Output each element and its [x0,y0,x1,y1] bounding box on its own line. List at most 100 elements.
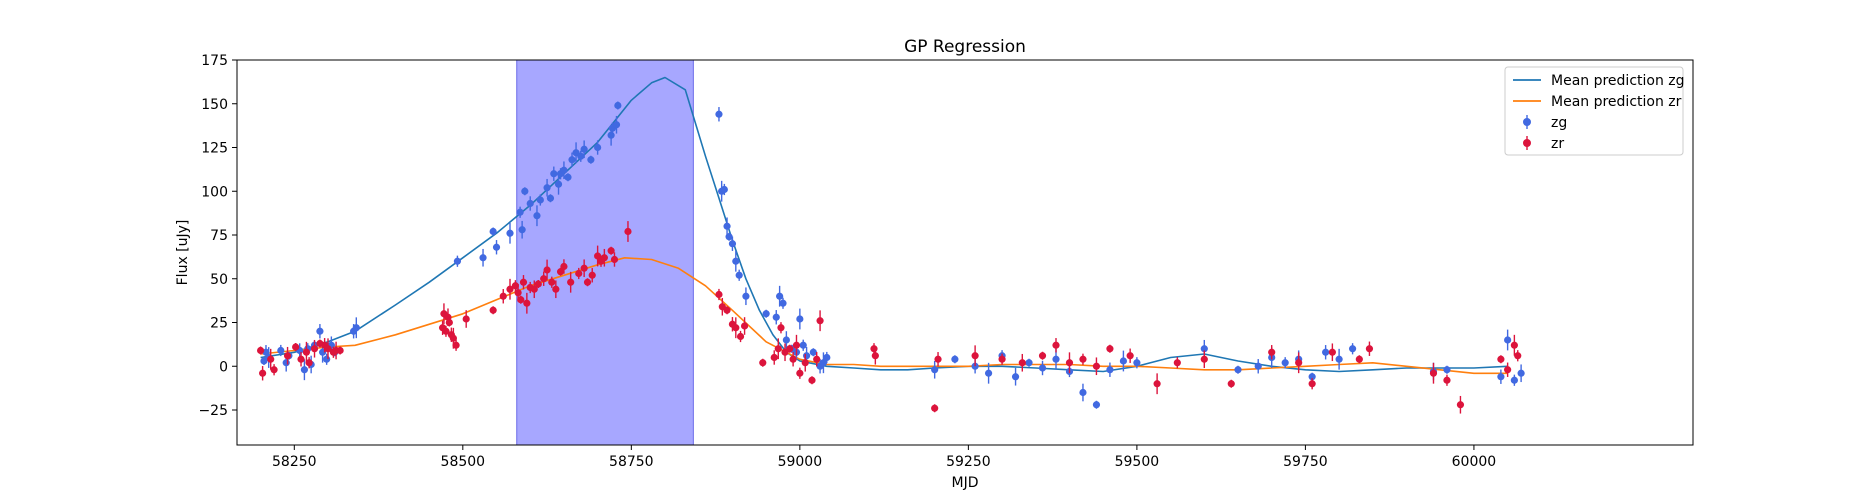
data-point [799,341,807,349]
y-tick-label: 175 [201,53,228,69]
data-point [543,184,551,192]
data-point [259,369,267,377]
data-point [556,268,565,276]
data-point [1497,373,1505,381]
data-point [1011,373,1020,381]
data-point [267,355,275,363]
x-axis-label: MJD [952,475,979,491]
data-point [1025,359,1033,367]
data-point [518,226,526,234]
data-point [546,194,555,202]
data-point [1517,369,1525,377]
data-point [588,271,596,279]
data-point [971,352,979,360]
data-point [256,346,265,355]
data-point [442,327,450,335]
data-point [802,352,811,360]
data-point [305,359,313,367]
data-point [732,324,740,332]
data-point [998,355,1006,363]
data-point [934,355,942,363]
data-point [728,240,737,248]
data-point [1510,376,1518,384]
data-point [786,345,794,353]
data-point [352,324,360,332]
data-point [1295,359,1303,367]
data-point [580,264,588,272]
data-point [779,299,787,307]
legend-label-zg: zg [1551,115,1567,131]
data-points [256,101,1525,414]
data-point [1429,369,1438,377]
data-point [1348,345,1357,353]
data-point [1504,366,1512,374]
data-point [523,299,531,307]
data-point [1335,355,1343,363]
data-point [575,269,583,278]
data-point [514,289,522,297]
data-point [506,285,514,293]
series-zr [256,221,1522,414]
legend-marker [1523,139,1531,147]
data-point [723,222,731,230]
data-point [543,266,551,274]
data-point [492,243,501,251]
data-point [568,156,576,164]
data-point [1268,348,1276,356]
x-tick-label: 59250 [946,454,991,470]
data-point [540,275,548,283]
data-point [1308,380,1316,388]
data-point [607,131,615,139]
legend-swatch-zg-marker [1523,115,1531,129]
data-point [774,345,782,353]
data-point [776,292,784,300]
data-point [1322,348,1330,356]
data-point [1052,341,1060,349]
x-tick-label: 58500 [441,454,486,470]
data-point [819,359,828,367]
data-point [1106,345,1114,353]
data-point [610,255,619,264]
data-point [560,166,568,174]
data-point [871,352,879,360]
x-tick-label: 58250 [272,454,317,470]
data-point [550,170,558,178]
data-point [577,152,585,160]
data-point [759,359,767,367]
legend-marker [1523,118,1531,126]
data-point [560,262,568,271]
data-point [823,353,831,362]
data-point [564,173,572,181]
x-tick-label: 59500 [1115,454,1160,470]
data-point [1355,355,1363,363]
data-point [715,110,723,118]
data-point [534,280,542,288]
data-point [816,317,824,325]
data-point [931,366,939,374]
data-point [583,278,592,286]
data-point [720,185,728,194]
data-point [548,278,556,286]
data-point [796,315,804,323]
data-point [587,156,595,164]
data-point [300,366,309,374]
data-point [1079,388,1087,397]
data-point [567,278,575,286]
data-point [530,285,538,293]
data-point [813,355,821,363]
data-point [533,212,541,220]
data-point [489,306,497,314]
data-point [297,355,305,363]
data-point [1443,366,1451,374]
data-point [517,296,525,304]
data-point [594,252,602,260]
data-point [809,348,817,356]
data-point [1079,355,1087,363]
data-point [310,345,319,353]
y-tick-label: 125 [201,141,228,157]
y-tick-label: 50 [210,272,228,288]
data-point [323,355,331,363]
data-point [449,334,457,342]
data-point [519,278,528,286]
data-point [951,355,959,363]
